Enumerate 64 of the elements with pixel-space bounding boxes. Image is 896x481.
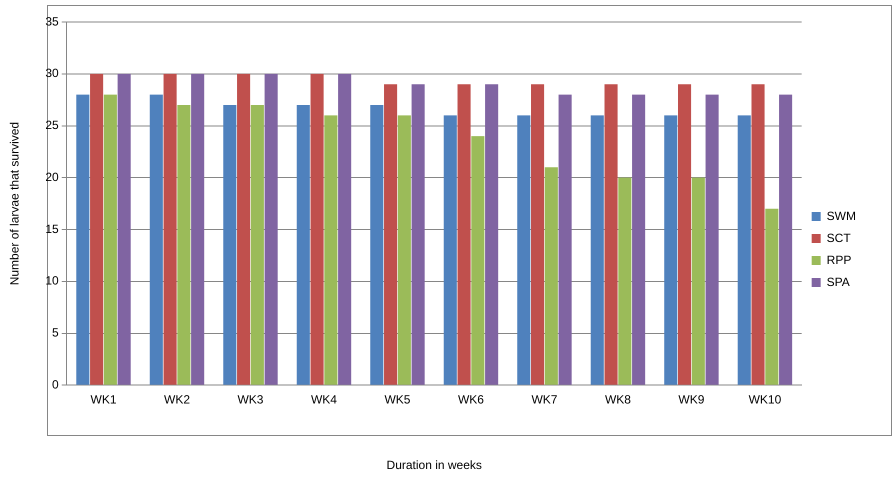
y-tick-label: 35 xyxy=(45,14,60,28)
bar xyxy=(118,74,131,385)
y-tick-label: 5 xyxy=(52,326,60,340)
bar xyxy=(76,94,90,385)
bar xyxy=(544,167,558,385)
bar xyxy=(296,105,310,385)
bar xyxy=(678,84,692,385)
x-tick-label: WK7 xyxy=(531,392,558,407)
bar xyxy=(458,84,471,385)
bar xyxy=(264,74,278,385)
bar xyxy=(664,115,678,385)
y-tick-label: 0 xyxy=(52,378,60,392)
legend-label: RPP xyxy=(826,252,852,267)
bar xyxy=(150,94,163,385)
bar xyxy=(706,94,719,385)
x-axis-title: Duration in weeks xyxy=(386,458,482,472)
y-tick-label: 10 xyxy=(45,274,60,288)
y-tick-label: 25 xyxy=(45,118,60,132)
y-tick-label: 15 xyxy=(45,222,60,236)
bar xyxy=(485,84,498,385)
bar xyxy=(444,115,457,385)
x-tick-label: WK1 xyxy=(90,392,117,407)
bar xyxy=(517,115,530,385)
bar xyxy=(191,74,204,385)
x-tick-label: WK6 xyxy=(458,392,484,407)
bar xyxy=(412,84,425,385)
x-tick-label: WK8 xyxy=(604,392,632,407)
y-tick-label: 20 xyxy=(45,170,60,184)
x-tick-label: WK9 xyxy=(678,392,705,407)
y-tick-label: 30 xyxy=(45,66,60,80)
bar xyxy=(765,208,778,385)
bar xyxy=(618,178,632,385)
legend-label: SWM xyxy=(826,208,856,223)
bar xyxy=(324,115,338,385)
y-axis-title: Number of larvae that survived xyxy=(8,122,22,286)
x-tick-label: WK3 xyxy=(237,392,264,407)
x-tick-label: WK5 xyxy=(384,392,411,407)
bar xyxy=(338,74,352,385)
bar xyxy=(632,94,646,385)
bar xyxy=(250,105,264,385)
bar xyxy=(590,115,604,385)
bar xyxy=(738,115,751,385)
bar xyxy=(384,84,398,385)
bar xyxy=(90,74,104,385)
bar xyxy=(223,105,236,385)
bar xyxy=(177,105,190,385)
bar xyxy=(558,94,572,385)
legend-label: SPA xyxy=(826,274,850,289)
bar xyxy=(604,84,618,385)
bar xyxy=(471,136,484,385)
bar xyxy=(779,94,792,385)
bar xyxy=(104,94,117,385)
x-tick-label: WK2 xyxy=(164,392,190,407)
bar xyxy=(370,105,384,385)
x-tick-label: WK4 xyxy=(310,392,338,407)
bar xyxy=(531,84,544,385)
bar xyxy=(398,115,411,385)
x-tick-label: WK10 xyxy=(748,392,782,407)
bar xyxy=(237,74,250,385)
bar xyxy=(310,74,324,385)
bar xyxy=(692,178,705,385)
legend-label: SCT xyxy=(826,230,852,245)
bar xyxy=(164,74,177,385)
bar xyxy=(751,84,765,385)
